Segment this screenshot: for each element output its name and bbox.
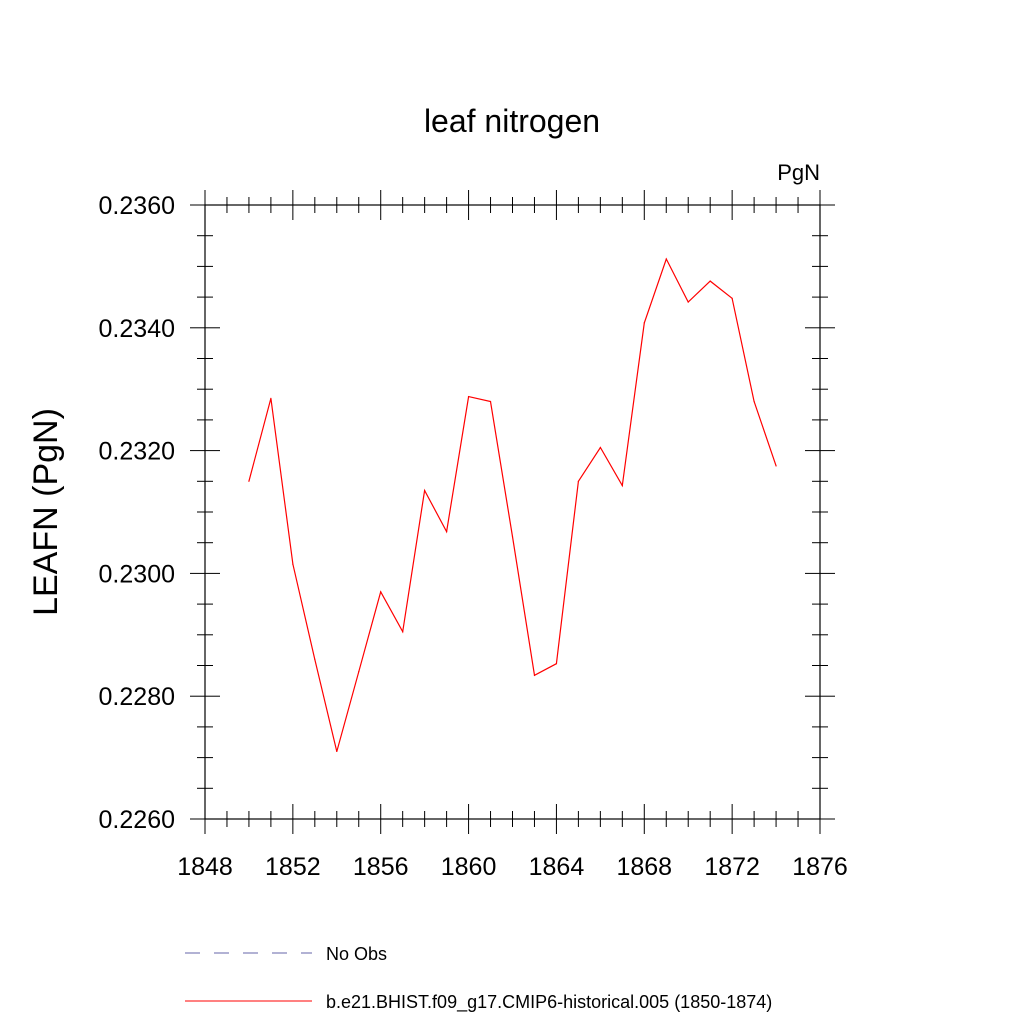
data-point: [380, 591, 382, 593]
data-point: [621, 484, 623, 487]
y-tick-label: 0.2280: [99, 683, 175, 711]
data-point: [489, 400, 492, 403]
x-tick-label: 1860: [441, 853, 497, 881]
x-tick-label: 1852: [265, 853, 321, 881]
data-point: [248, 480, 250, 482]
data-point: [270, 397, 272, 400]
data-point: [358, 671, 360, 673]
legend-label: No Obs: [326, 944, 387, 964]
series-layer: [248, 257, 777, 753]
x-axis: 1848 1852 1856 1860 1864 1868 1872 1876: [177, 190, 848, 881]
data-point: [533, 674, 536, 676]
data-point: [577, 480, 579, 482]
data-point: [314, 658, 316, 660]
data-point: [402, 631, 404, 633]
data-point: [424, 489, 426, 492]
data-point: [709, 280, 711, 282]
data-point: [775, 465, 777, 467]
y-axis: 0.2260 0.2280 0.2300 0.2320 0.2340 0.2360: [99, 192, 835, 834]
legend-label: b.e21.BHIST.f09_g17.CMIP6-historical.005…: [326, 992, 772, 1013]
data-point: [446, 531, 448, 533]
y-tick-label: 0.2300: [99, 560, 175, 588]
data-point: [731, 297, 733, 299]
data-point: [687, 301, 689, 303]
data-point: [665, 258, 667, 260]
data-point: [467, 395, 470, 398]
x-tick-label: 1864: [529, 853, 585, 881]
data-point: [555, 663, 558, 665]
y-tick-label: 0.2340: [99, 315, 175, 343]
units-label: PgN: [777, 160, 820, 185]
x-tick-label: 1868: [616, 853, 672, 881]
x-tick-label: 1856: [353, 853, 409, 881]
x-tick-label: 1876: [792, 853, 848, 881]
data-point: [753, 400, 755, 403]
data-point: [292, 563, 294, 565]
chart-title: leaf nitrogen: [424, 103, 600, 139]
data-point: [511, 535, 514, 538]
series-line: [248, 257, 777, 752]
x-tick-label: 1848: [177, 853, 233, 881]
data-point: [599, 446, 601, 449]
plot-frame: [204, 204, 821, 820]
y-tick-label: 0.2360: [99, 192, 175, 220]
data-point: [643, 322, 645, 324]
data-point: [336, 750, 338, 753]
y-axis-label: LEAFN (PgN): [27, 408, 65, 616]
legend: No Obs b.e21.BHIST.f09_g17.CMIP6-historic…: [185, 944, 772, 1013]
y-tick-label: 0.2320: [99, 438, 175, 466]
x-tick-label: 1872: [704, 853, 760, 881]
y-tick-label: 0.2260: [99, 806, 175, 834]
